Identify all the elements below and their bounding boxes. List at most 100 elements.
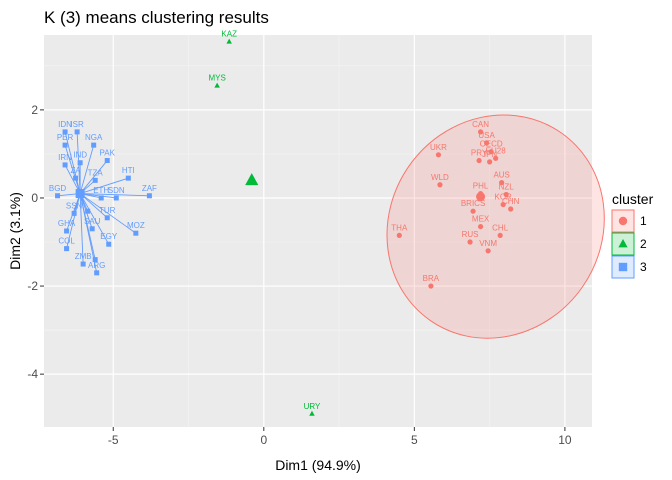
legend-title: cluster: [612, 191, 654, 207]
legend-label: 2: [640, 237, 647, 251]
data-points: [55, 38, 514, 416]
cluster-3-spoke: [79, 160, 108, 194]
point-label: EU28: [486, 146, 507, 155]
data-point: [62, 162, 68, 168]
point-label: SDN: [108, 186, 125, 195]
data-point: [214, 82, 220, 88]
point-label: BGD: [49, 184, 67, 193]
y-axis-title: Dim2 (3.1%): [7, 192, 23, 270]
point-label: SSN: [66, 201, 83, 210]
x-tick-label: 10: [558, 433, 572, 447]
data-point: [508, 206, 514, 212]
x-axis-ticks: -5 0 5 10: [108, 427, 572, 447]
legend-label: 3: [640, 260, 647, 274]
cluster-ellipse-layer: [386, 114, 605, 339]
point-label: JPN: [482, 150, 497, 159]
point-label: BRICS: [461, 199, 485, 208]
data-point: [467, 239, 473, 245]
data-point: [497, 232, 503, 239]
cluster-3-spoke: [79, 193, 110, 245]
point-label: ZAF: [142, 184, 157, 193]
point-label: VNM: [479, 239, 497, 248]
point-label: ARG: [88, 261, 105, 270]
data-point: [476, 157, 482, 164]
point-label: NGA: [85, 133, 103, 142]
point-label: MYS: [208, 74, 225, 83]
data-point: [64, 246, 70, 252]
data-point: [104, 215, 110, 221]
point-label: MEX: [472, 215, 490, 224]
cluster-3-spoke: [80, 193, 150, 197]
point-label: TZA: [88, 168, 104, 177]
legend-symbol: [618, 216, 628, 226]
major-gridlines: [44, 35, 592, 427]
data-point: [503, 191, 509, 198]
data-point: [499, 179, 505, 186]
data-point: [80, 261, 86, 267]
point-label: PER: [57, 133, 74, 142]
point-label: PHL: [473, 182, 489, 191]
x-tick-label: -5: [108, 433, 119, 447]
data-point: [94, 270, 100, 276]
point-label: AUS: [493, 171, 509, 180]
point-label: WLD: [431, 173, 449, 182]
data-point: [64, 228, 70, 234]
point-label: CAN: [472, 120, 489, 129]
cluster-3-spoke: [80, 193, 117, 199]
point-label: ZA: [70, 166, 81, 175]
data-point: [484, 140, 490, 146]
cluster-3-spoke: [79, 177, 129, 194]
data-point: [477, 129, 484, 135]
point-label: THA: [391, 223, 408, 232]
data-point: [85, 208, 91, 214]
cluster-3-spoke: [79, 193, 84, 265]
legend: cluster 1 2 3: [611, 191, 654, 279]
y-tick-label: -4: [27, 367, 38, 381]
cluster-3-spoke: [66, 193, 81, 249]
data-point: [487, 159, 493, 165]
cluster-3-spoke: [64, 164, 81, 194]
point-label: ETH: [93, 186, 109, 195]
y-tick-label: 0: [31, 191, 38, 205]
point-label: CHN: [502, 197, 520, 206]
data-point: [396, 232, 402, 239]
data-point: [55, 193, 61, 199]
point-label: EGY: [100, 232, 118, 241]
legend-symbol: [618, 238, 628, 248]
point-label: GHA: [58, 219, 76, 228]
cluster-3-spoke: [79, 193, 96, 260]
y-tick-label: 2: [31, 103, 38, 117]
data-point: [470, 208, 476, 214]
point-label: HTI: [122, 166, 135, 175]
point-label: MOZ: [127, 221, 145, 230]
point-label: ZMB: [75, 252, 92, 261]
data-point: [98, 195, 104, 201]
y-tick-label: -2: [27, 279, 38, 293]
cluster-1-ellipse: [386, 114, 605, 339]
point-label: TUR: [99, 206, 116, 215]
point-label: PRY: [471, 149, 488, 158]
data-point: [92, 177, 98, 183]
data-point: [133, 230, 139, 236]
data-point: [309, 410, 315, 416]
cluster-centroid: [476, 192, 486, 202]
cluster-3-spoke: [79, 193, 108, 219]
point-label: COL: [58, 237, 75, 246]
legend-symbol: [618, 262, 628, 272]
data-point: [62, 129, 68, 135]
x-tick-label: 5: [411, 433, 418, 447]
data-point: [493, 155, 499, 161]
point-label: USA: [478, 131, 495, 140]
data-point: [62, 142, 68, 148]
point-label: RUS: [462, 230, 479, 239]
point-label: ISR: [70, 120, 84, 129]
data-point: [91, 142, 97, 148]
chart-title: K (3) means clustering results: [44, 8, 269, 27]
point-label: OECD: [480, 140, 503, 149]
point-label: PAK: [100, 149, 116, 158]
cluster-centroid: [75, 189, 85, 199]
data-point: [437, 182, 443, 188]
cluster-3-spoke: [79, 193, 137, 234]
data-point: [146, 193, 152, 199]
